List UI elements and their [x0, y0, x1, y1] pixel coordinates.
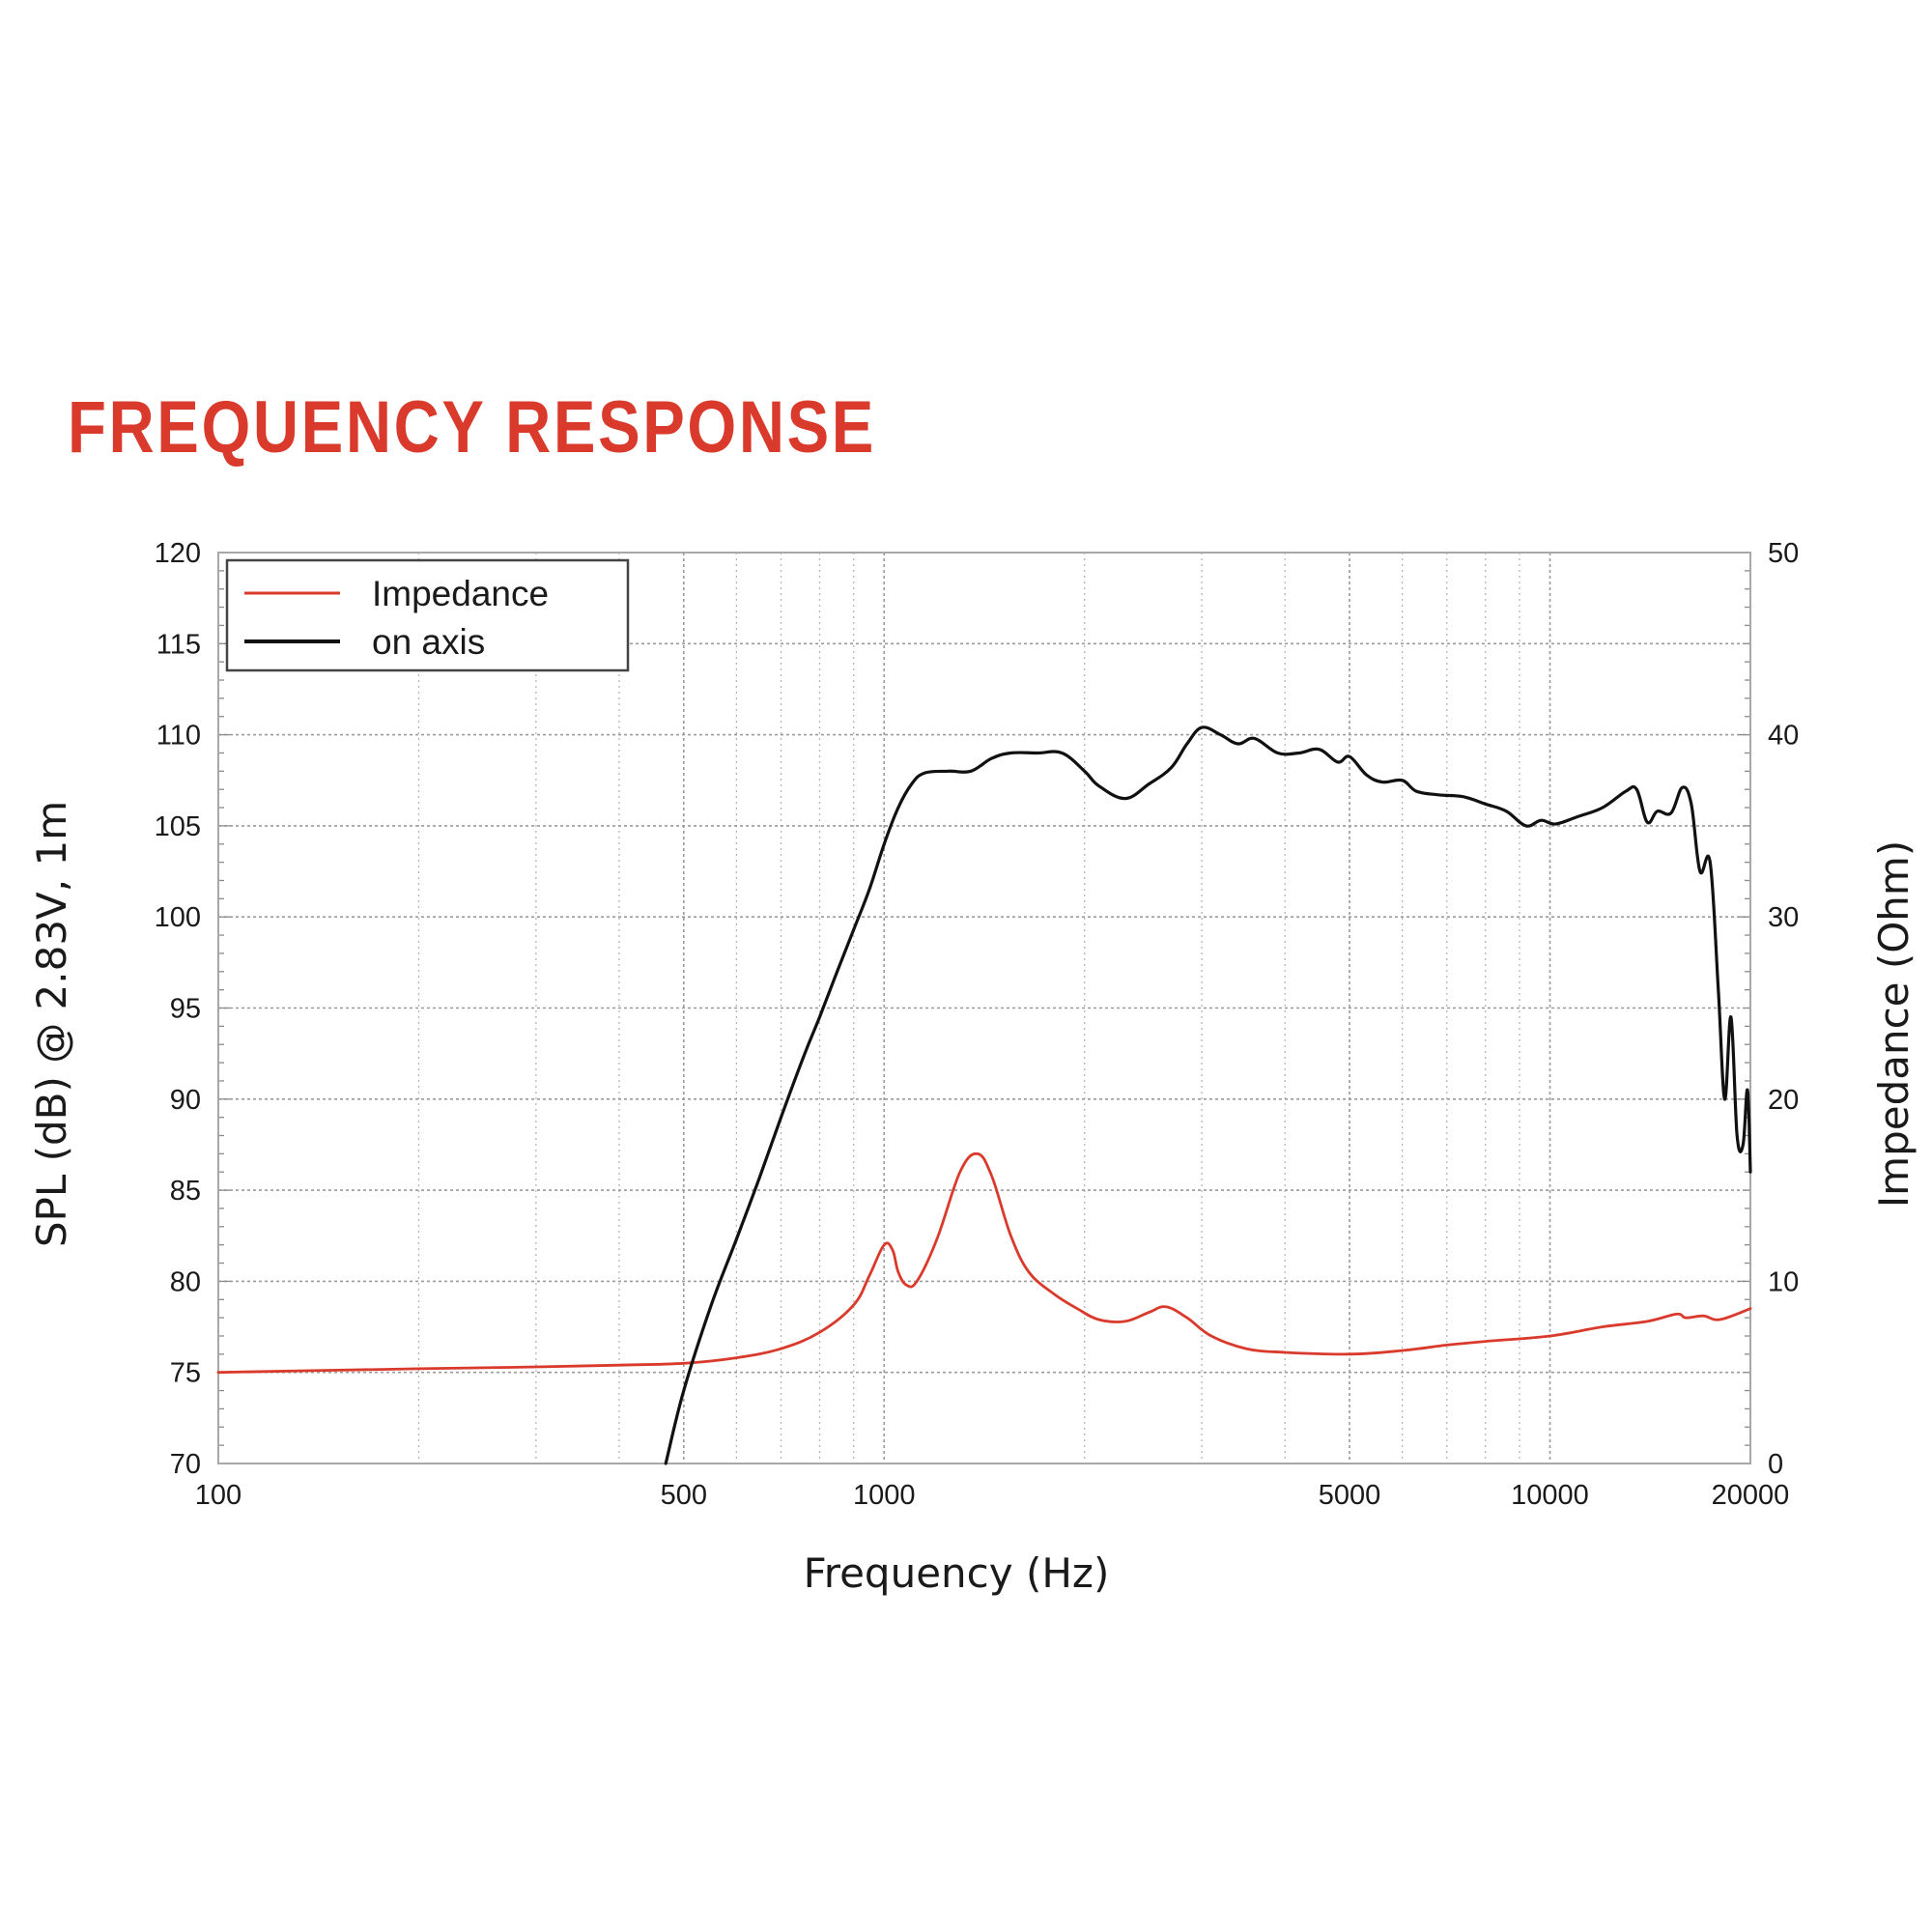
y-right-axis-title: Impedance (Ohm) — [1870, 840, 1918, 1208]
y-left-tick-label: 75 — [170, 1358, 201, 1389]
series-line-on-axis — [664, 725, 1752, 1465]
y-left-axis-title: SPL (dB) @ 2.83V, 1m — [28, 801, 75, 1247]
y-left-tick-label: 70 — [170, 1449, 201, 1480]
page-title: FREQUENCY RESPONSE — [68, 386, 876, 469]
legend-box — [225, 558, 630, 672]
y-left-tick-label: 100 — [155, 902, 201, 933]
y-right-tick-label: 40 — [1768, 721, 1799, 752]
y-left-tick-label: 110 — [156, 721, 201, 752]
y-left-tick-label: 105 — [155, 811, 201, 842]
x-tick-labels: 100 500 1000 5000 10000 20000 — [195, 1480, 1790, 1511]
x-tick-label: 500 — [661, 1480, 707, 1511]
y-right-tick-label: 20 — [1768, 1085, 1799, 1116]
y-left-tick-label: 80 — [170, 1266, 201, 1297]
y-left-tick-label: 115 — [156, 629, 201, 660]
x-tick-label: 100 — [195, 1480, 242, 1511]
x-axis-title: Frequency (Hz) — [804, 1549, 1110, 1597]
y-right-tick-labels: 0 10 20 30 40 50 — [1768, 538, 1799, 1480]
x-tick-label: 10000 — [1511, 1480, 1589, 1511]
y-left-tick-label: 85 — [170, 1176, 201, 1207]
y-left-tick-label: 120 — [155, 538, 201, 569]
y-right-tick-label: 0 — [1768, 1449, 1783, 1480]
y-left-tick-label: 95 — [170, 994, 201, 1025]
series-line-impedance — [216, 1151, 1752, 1375]
x-tick-label: 1000 — [853, 1480, 916, 1511]
legend: Impedance on axis — [225, 558, 630, 672]
legend-label-on-axis: on axis — [372, 622, 485, 662]
y-right-tick-label: 10 — [1768, 1266, 1799, 1297]
x-tick-label: 20000 — [1712, 1480, 1790, 1511]
plot-frame — [217, 552, 1751, 1464]
legend-label-impedance: Impedance — [372, 574, 549, 613]
minor-grid — [417, 553, 1520, 1463]
x-tick-label: 5000 — [1319, 1480, 1381, 1511]
y-left-tick-labels: 70 75 80 85 90 95 100 105 110 115 120 — [155, 538, 201, 1480]
series-layer — [216, 725, 1752, 1465]
major-grid — [218, 553, 1751, 1463]
y-right-tick-label: 50 — [1768, 538, 1799, 569]
y-right-tick-label: 30 — [1768, 902, 1799, 933]
y-left-tick-label: 90 — [170, 1085, 201, 1116]
